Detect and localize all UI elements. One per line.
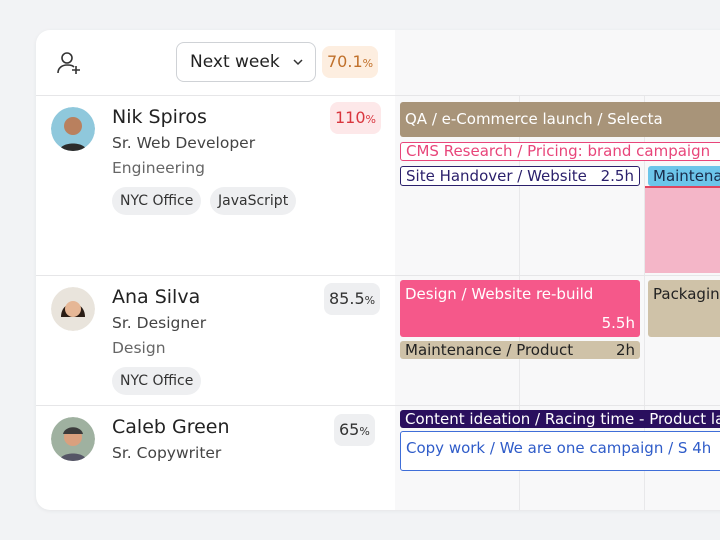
avatar — [51, 107, 95, 151]
person-utilization: 110% — [330, 102, 381, 134]
person-department: Engineering — [112, 159, 205, 177]
person-name: Ana Silva — [112, 286, 201, 308]
person-role: Sr. Designer — [112, 314, 207, 332]
booking-title: QA / e-Commerce launch / Selecta — [405, 110, 663, 128]
utilization-value: 110 — [335, 108, 366, 127]
utilization-unit: % — [362, 57, 374, 70]
booking-title: Maintenance / Product — [405, 341, 574, 359]
booking-title: Content ideation / Racing time - Product… — [405, 410, 720, 428]
person-name: Caleb Green — [112, 416, 230, 438]
day-divider — [644, 95, 645, 510]
utilization-value: 85.5 — [329, 289, 365, 308]
booking-hours: 2h — [615, 341, 635, 359]
booking-title: Copy work / We are one campaign / S — [406, 439, 688, 457]
booking-hours: 4h — [692, 439, 712, 457]
booking-hours: 2.5h — [600, 167, 634, 185]
utilization-value: 65 — [339, 420, 360, 439]
period-label: Next week — [190, 52, 280, 72]
booking[interactable]: Content ideation / Racing time - Product… — [400, 410, 720, 428]
utilization-unit: % — [365, 113, 376, 126]
period-dropdown[interactable]: Next week — [176, 42, 316, 82]
chevron — [293, 59, 303, 66]
booking-title: Maintena — [653, 167, 720, 185]
person-utilization: 65% — [334, 414, 375, 446]
person-name: Nik Spiros — [112, 106, 207, 128]
booking-title: Site Handover / Website — [406, 167, 587, 185]
booking[interactable]: Copy work / We are one campaign / S 4h — [400, 431, 720, 471]
booking[interactable]: Site Handover / Website 2.5h — [400, 166, 640, 186]
person-role: Sr. Copywriter — [112, 444, 222, 462]
scheduler-card: Next week 70.1% Nik Spiros Sr. Web Devel… — [36, 30, 720, 510]
booking-title: Design / Website re-build — [405, 285, 594, 303]
booking-hours: 5.5h — [601, 314, 635, 332]
add-person-icon[interactable] — [56, 50, 82, 76]
booking[interactable]: Maintenance / Product 2h — [400, 341, 640, 359]
booking[interactable]: Design / Website re-build 5.5h — [400, 280, 640, 337]
utilization-unit: % — [364, 294, 376, 307]
booking-title: Packagin — [653, 285, 720, 303]
overbooked-area — [645, 186, 720, 273]
tag: NYC Office — [112, 367, 202, 395]
avatar — [51, 417, 95, 461]
booking[interactable]: QA / e-Commerce launch / Selecta — [400, 102, 720, 137]
utilization-unit: % — [359, 425, 370, 438]
booking-title: CMS Research / Pricing: brand campaign — [406, 142, 711, 160]
person-department: Design — [112, 339, 166, 357]
booking[interactable]: CMS Research / Pricing: brand campaign — [400, 142, 720, 161]
person-utilization: 85.5% — [324, 283, 381, 315]
utilization-value: 70.1 — [327, 52, 363, 71]
tag: NYC Office — [112, 187, 202, 215]
total-utilization: 70.1% — [322, 46, 379, 78]
booking[interactable]: Maintena — [648, 166, 720, 186]
row-divider — [36, 275, 720, 276]
avatar — [51, 287, 95, 331]
booking[interactable]: Packagin — [648, 280, 720, 337]
tag: JavaScript — [210, 187, 297, 215]
row-divider — [36, 405, 720, 406]
row-divider — [36, 95, 720, 96]
person-role: Sr. Web Developer — [112, 134, 256, 152]
